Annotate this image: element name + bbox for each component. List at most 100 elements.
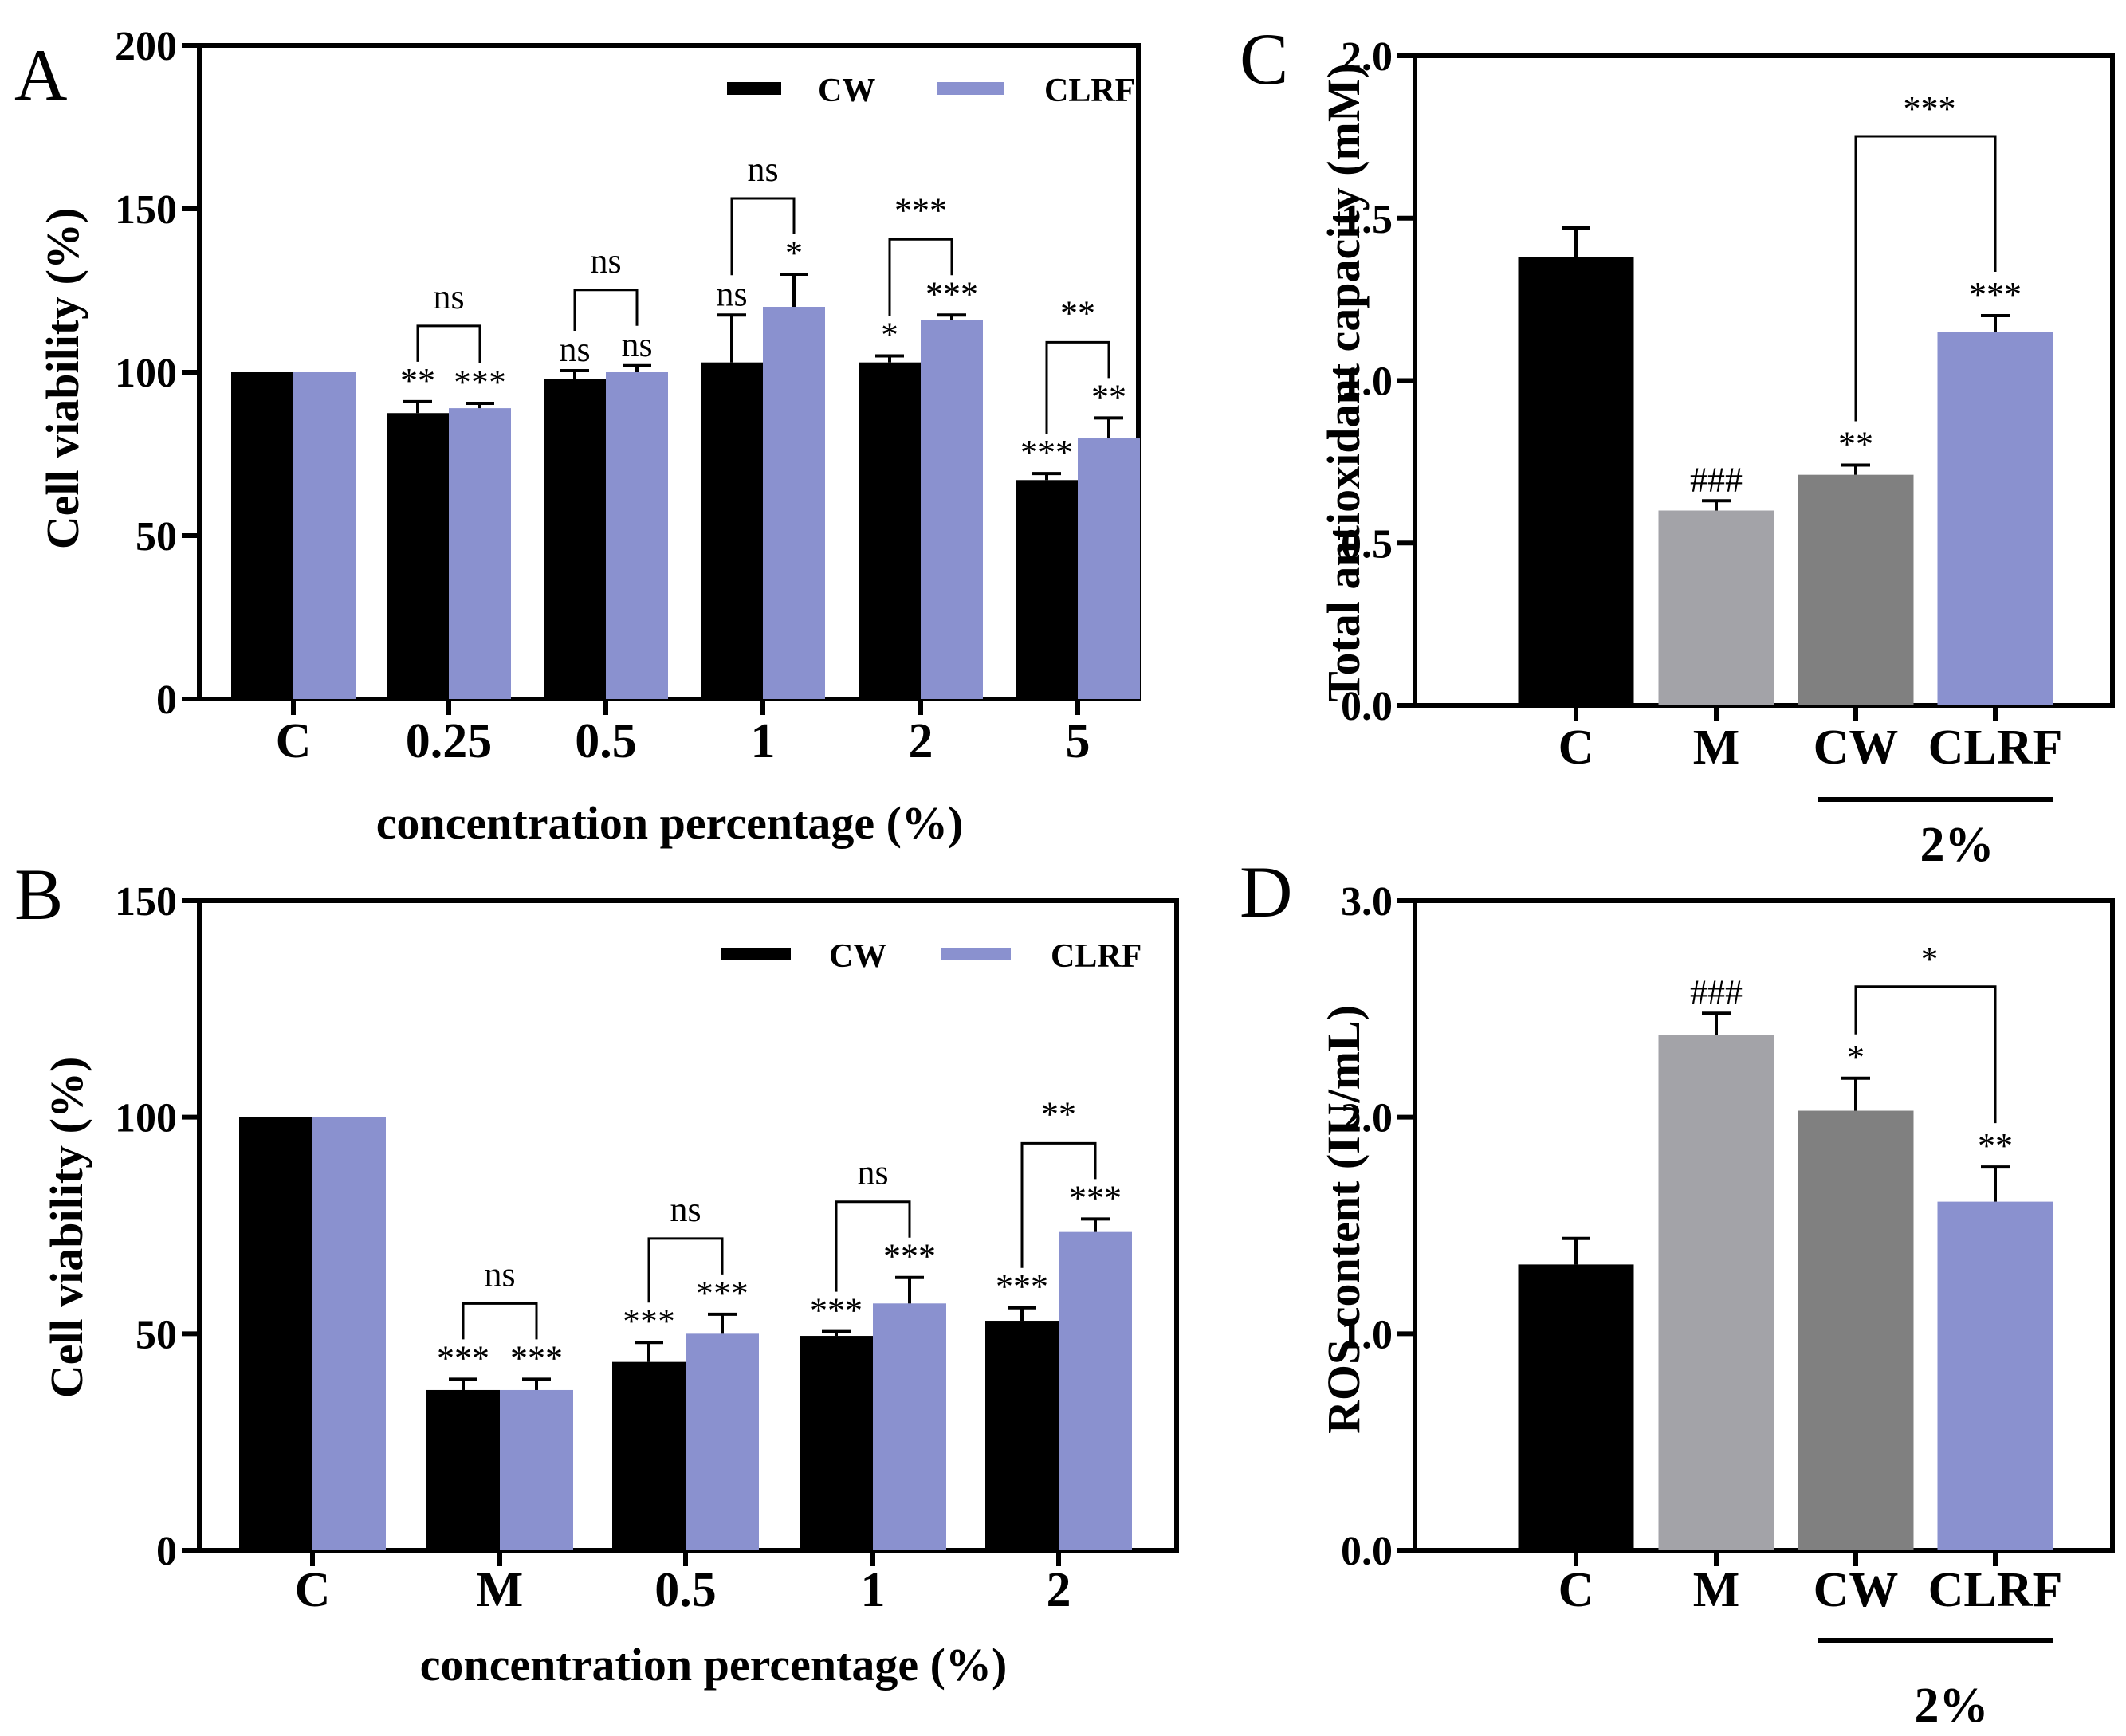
panel-b-x-tick-label: M — [477, 1563, 524, 1617]
panel-b-x-tick-label: C — [295, 1563, 331, 1617]
panel-a-sig-label: *** — [454, 363, 506, 402]
panel-b-y-tick-label: 50 — [136, 1312, 177, 1357]
panel-b-sig-label: *** — [1069, 1178, 1122, 1217]
panel-b-bracket-label: ns — [857, 1153, 888, 1192]
panel-d-bar-clrf — [1937, 1201, 2053, 1550]
panel-c-y-tick-label: 0.5 — [1341, 521, 1393, 567]
panel-b-sig-label: *** — [437, 1338, 489, 1377]
panel-b-bar-clrf — [312, 1117, 386, 1550]
panel-d-group-label: 2% — [1915, 1679, 1989, 1733]
panel-c-x-tick-label: CLRF — [1928, 721, 2063, 775]
panel-b-bar-clrf — [1059, 1231, 1132, 1550]
panel-b-x-tick-label: 0.5 — [654, 1563, 717, 1617]
panel-d-bracket-label: * — [1921, 940, 1939, 979]
panel-a-bar-cw — [859, 362, 921, 699]
panel-b-legend-cw-label: CW — [829, 938, 886, 975]
panel-a-y-tick-label: 0 — [156, 678, 177, 723]
panel-a-legend-cw-swatch — [727, 82, 781, 95]
panel-b-legend-clrf-label: CLRF — [1051, 938, 1142, 975]
panel-a-bar-clrf — [293, 372, 356, 699]
panel-a-x-tick-label: 0.25 — [406, 714, 493, 768]
panel-d-x-tick-label: M — [1693, 1563, 1740, 1617]
panel-d-bar-cw — [1798, 1110, 1914, 1550]
panel-a-comparison-bracket — [573, 289, 639, 331]
panel-b-x-title: concentration percentage (%) — [420, 1639, 1008, 1691]
panel-a-sig-label: ** — [1091, 377, 1126, 416]
panel-a-bracket-label: ns — [747, 150, 778, 189]
panel-c-bracket-label: *** — [1904, 89, 1956, 128]
panel-b-comparison-bracket — [1020, 1141, 1097, 1268]
panel-a-bar-clrf — [763, 307, 825, 699]
panel-d-y-tick-label: 1.0 — [1341, 1312, 1393, 1357]
panel-b-bracket-label: ** — [1041, 1094, 1076, 1133]
panel-a-bracket-label: ** — [1060, 293, 1095, 332]
panel-c: C Total antioxidant capacity (mM) 2% 0.0… — [1240, 18, 2115, 872]
panel-d-sig-label: * — [1847, 1038, 1865, 1077]
panel-b-sig-label: *** — [996, 1267, 1048, 1306]
panel-b-comparison-bracket — [462, 1302, 538, 1340]
panel-d-x-tick-label: CW — [1814, 1563, 1899, 1617]
panel-b-x-tick-label: 1 — [861, 1563, 886, 1617]
panel-b-legend-clrf-swatch — [941, 948, 1011, 960]
panel-b-sig-label: *** — [810, 1291, 863, 1330]
panel-a-bar-cw — [231, 372, 293, 699]
panel-b-bar-cw — [612, 1361, 686, 1550]
panel-a-comparison-bracket — [888, 238, 953, 316]
panel-d-x-tick-label: CLRF — [1928, 1563, 2063, 1617]
panel-a-sig-label: ns — [716, 274, 747, 313]
panel-b-y-title: Cell viability (%) — [41, 1057, 92, 1399]
panel-a-x-tick-label: C — [276, 714, 312, 768]
panel-b-bar-clrf — [500, 1389, 573, 1550]
panel-a-legend-cw-label: CW — [818, 73, 875, 109]
panel-a-x-tick-label: 2 — [909, 714, 933, 768]
panel-a-comparison-bracket — [730, 197, 796, 276]
panel-a-y-tick-label: 50 — [136, 514, 177, 560]
panel-a-legend-clrf-swatch — [937, 82, 1004, 95]
panel-c-sig-label: ### — [1690, 460, 1743, 499]
panel-b-y-tick-label: 0 — [156, 1529, 177, 1574]
panel-d: D ROS content (IU/mL) 2% 0.0 1.0 2.0 3.0 C M #… — [1240, 851, 2115, 1733]
panel-d-sig-label: ### — [1690, 972, 1743, 1011]
panel-a-bar-cw — [1016, 480, 1078, 699]
panel-c-comparison-bracket — [1854, 135, 1997, 422]
panel-d-y-tick-label: 0.0 — [1341, 1529, 1393, 1574]
panel-a-bar-clrf — [921, 320, 983, 699]
panel-b-bracket-label: ns — [484, 1255, 515, 1294]
panel-b-sig-label: *** — [510, 1338, 563, 1377]
panel-a: A Cell viability (%) concentration perce… — [14, 24, 1141, 849]
panel-b-comparison-bracket — [835, 1200, 911, 1292]
panel-b-legend-cw-swatch — [721, 948, 791, 960]
panel-c-letter: C — [1240, 18, 1288, 100]
panel-b-letter: B — [14, 854, 63, 935]
panel-a-bar-cw — [701, 362, 763, 699]
panel-d-comparison-bracket — [1854, 985, 1997, 1124]
panel-a-x-title: concentration percentage (%) — [376, 797, 964, 849]
panel-a-sig-label: ns — [559, 330, 590, 369]
panel-a-comparison-bracket — [1045, 340, 1110, 434]
panel-a-x-tick-label: 5 — [1066, 714, 1091, 768]
panel-a-sig-label: * — [881, 316, 898, 355]
panel-a-letter: A — [14, 34, 67, 116]
panel-a-sig-label: *** — [925, 274, 978, 313]
panel-d-sig-label: ** — [1978, 1126, 2013, 1165]
panel-c-bar-m — [1658, 510, 1774, 705]
panel-a-bracket-label: *** — [894, 190, 947, 230]
panel-c-y-tick-label: 0.0 — [1341, 684, 1393, 729]
panel-d-y-title: ROS content (IU/mL) — [1318, 1005, 1370, 1434]
panel-b-x-tick-label: 2 — [1047, 1563, 1071, 1617]
panel-b-y-tick-label: 150 — [115, 879, 177, 925]
panel-c-y-title: Total antioxidant capacity (mM) — [1318, 63, 1370, 702]
panel-d-bar-c — [1518, 1264, 1634, 1550]
panel-b-sig-label: *** — [696, 1274, 749, 1313]
panel-a-comparison-bracket — [416, 324, 481, 363]
panel-a-bar-cw — [387, 413, 449, 699]
panel-a-bar-clrf — [449, 408, 511, 699]
panel-b-sig-label: *** — [623, 1302, 675, 1341]
panel-a-y-tick-label: 200 — [115, 24, 177, 69]
panel-b-bar-cw — [800, 1336, 873, 1550]
panel-b-bar-cw — [985, 1321, 1059, 1550]
panel-c-y-tick-label: 1.5 — [1341, 197, 1393, 242]
panel-a-sig-label: *** — [1020, 433, 1073, 472]
panel-b: B Cell viability (%) concentration perce… — [14, 854, 1179, 1691]
panel-a-x-tick-label: 0.5 — [575, 714, 637, 768]
